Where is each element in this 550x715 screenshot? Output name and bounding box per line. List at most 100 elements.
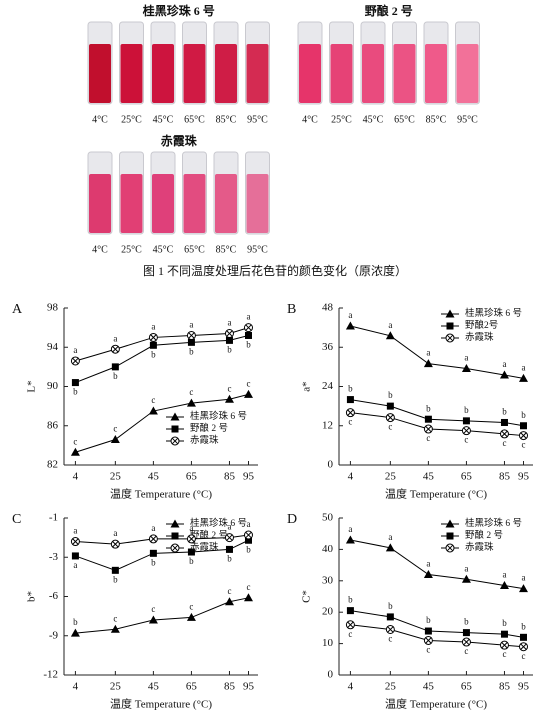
marker xyxy=(170,519,180,528)
marker-cross xyxy=(520,432,527,439)
marker xyxy=(170,436,180,446)
y-tick-label: 40 xyxy=(322,543,334,555)
point-label: a xyxy=(502,359,506,369)
x-tick-label: 25 xyxy=(385,681,397,693)
x-tick-label: 95 xyxy=(518,681,530,693)
marker xyxy=(424,627,432,635)
x-tick-label: 45 xyxy=(423,681,435,693)
legend-label: 桂黑珍珠 6 号 xyxy=(190,517,247,529)
legend-label: 桂黑珍珠 6 号 xyxy=(465,307,522,319)
y-tick-label: 48 xyxy=(322,302,334,314)
vial-liquid xyxy=(183,44,206,103)
vial-label: 95°C xyxy=(457,114,478,125)
series-line xyxy=(350,399,524,427)
marker xyxy=(519,633,527,641)
x-axis-label: 温度 Temperature (°C) xyxy=(110,487,212,501)
point-label: c xyxy=(113,613,117,623)
marker xyxy=(445,333,455,343)
point-label: a xyxy=(189,523,193,533)
point-label: a xyxy=(388,532,392,542)
figure-caption: 图 1 不同温度处理后花色苷的颜色变化（原浓度） xyxy=(143,263,407,278)
x-tick-label: 4 xyxy=(73,681,79,693)
vial-label: 45°C xyxy=(153,114,174,125)
marker-cross xyxy=(245,531,252,539)
group-title: 野酿 2 号 xyxy=(365,3,413,18)
point-label: b xyxy=(113,574,118,584)
point-label: a xyxy=(227,522,231,532)
vial-label: 65°C xyxy=(184,114,205,125)
marker xyxy=(224,533,234,543)
point-label: b xyxy=(521,621,526,631)
marker xyxy=(423,570,433,579)
point-label: c xyxy=(388,422,392,432)
vial-liquid xyxy=(246,174,269,233)
marker-cross xyxy=(112,346,119,353)
vial-liquid xyxy=(215,174,237,233)
y-axis-label: C* xyxy=(301,590,313,603)
x-tick-label: 95 xyxy=(243,471,255,483)
x-tick-label: 4 xyxy=(348,681,354,693)
vial-liquid xyxy=(299,44,321,103)
marker-cross xyxy=(520,643,527,650)
marker xyxy=(111,363,119,371)
point-label: b xyxy=(502,618,507,628)
marker-cross xyxy=(72,357,79,365)
vial-label: 95°C xyxy=(247,244,268,255)
panel-letter: B xyxy=(287,302,296,317)
point-label: b xyxy=(151,349,156,359)
marker xyxy=(345,535,355,544)
marker xyxy=(186,330,196,340)
point-label: a xyxy=(426,559,430,569)
marker xyxy=(110,624,120,633)
point-label: c xyxy=(464,646,468,656)
vial-liquid xyxy=(89,174,111,233)
y-tick-label: -9 xyxy=(49,629,59,641)
point-label: b xyxy=(426,615,431,625)
series-line xyxy=(350,412,524,437)
point-label: b xyxy=(227,344,232,354)
y-tick-label: 50 xyxy=(322,512,334,524)
y-tick-label: 36 xyxy=(322,341,334,353)
series-line xyxy=(75,597,249,634)
vial-label: 85°C xyxy=(216,244,237,255)
y-tick-label: 0 xyxy=(328,669,334,681)
marker xyxy=(110,539,120,549)
marker xyxy=(386,402,394,410)
marker xyxy=(446,532,454,540)
x-tick-label: 85 xyxy=(224,681,236,693)
marker xyxy=(385,413,395,423)
x-axis-label: 温度 Temperature (°C) xyxy=(110,697,212,711)
x-tick-label: 4 xyxy=(348,471,354,483)
y-tick-label: 12 xyxy=(322,419,333,431)
marker xyxy=(243,323,253,333)
marker xyxy=(149,549,157,557)
marker xyxy=(243,530,253,540)
marker-cross xyxy=(72,538,79,545)
y-tick-label: -12 xyxy=(43,669,58,681)
point-label: b xyxy=(189,346,194,356)
point-label: a xyxy=(151,523,155,533)
point-label: b xyxy=(348,384,353,394)
point-label: c xyxy=(502,438,506,448)
y-tick-label: 94 xyxy=(47,341,59,353)
point-label: a xyxy=(246,519,250,529)
point-label: c xyxy=(464,435,468,445)
legend-label: 野酿2号 xyxy=(465,319,498,331)
point-label: a xyxy=(246,312,250,322)
marker xyxy=(462,629,470,637)
marker xyxy=(148,615,158,624)
marker xyxy=(71,552,79,560)
marker-cross xyxy=(446,334,454,342)
point-label: c xyxy=(521,651,525,661)
marker xyxy=(518,431,528,441)
point-label: c xyxy=(189,601,193,611)
series-line xyxy=(350,610,524,638)
y-axis-label: a* xyxy=(301,381,313,391)
vial-label: 65°C xyxy=(184,244,205,255)
point-label: a xyxy=(113,528,117,538)
y-axis-label: b* xyxy=(26,591,38,602)
marker-cross xyxy=(501,430,508,438)
marker xyxy=(462,417,470,425)
marker xyxy=(461,364,471,373)
point-label: a xyxy=(73,560,77,570)
